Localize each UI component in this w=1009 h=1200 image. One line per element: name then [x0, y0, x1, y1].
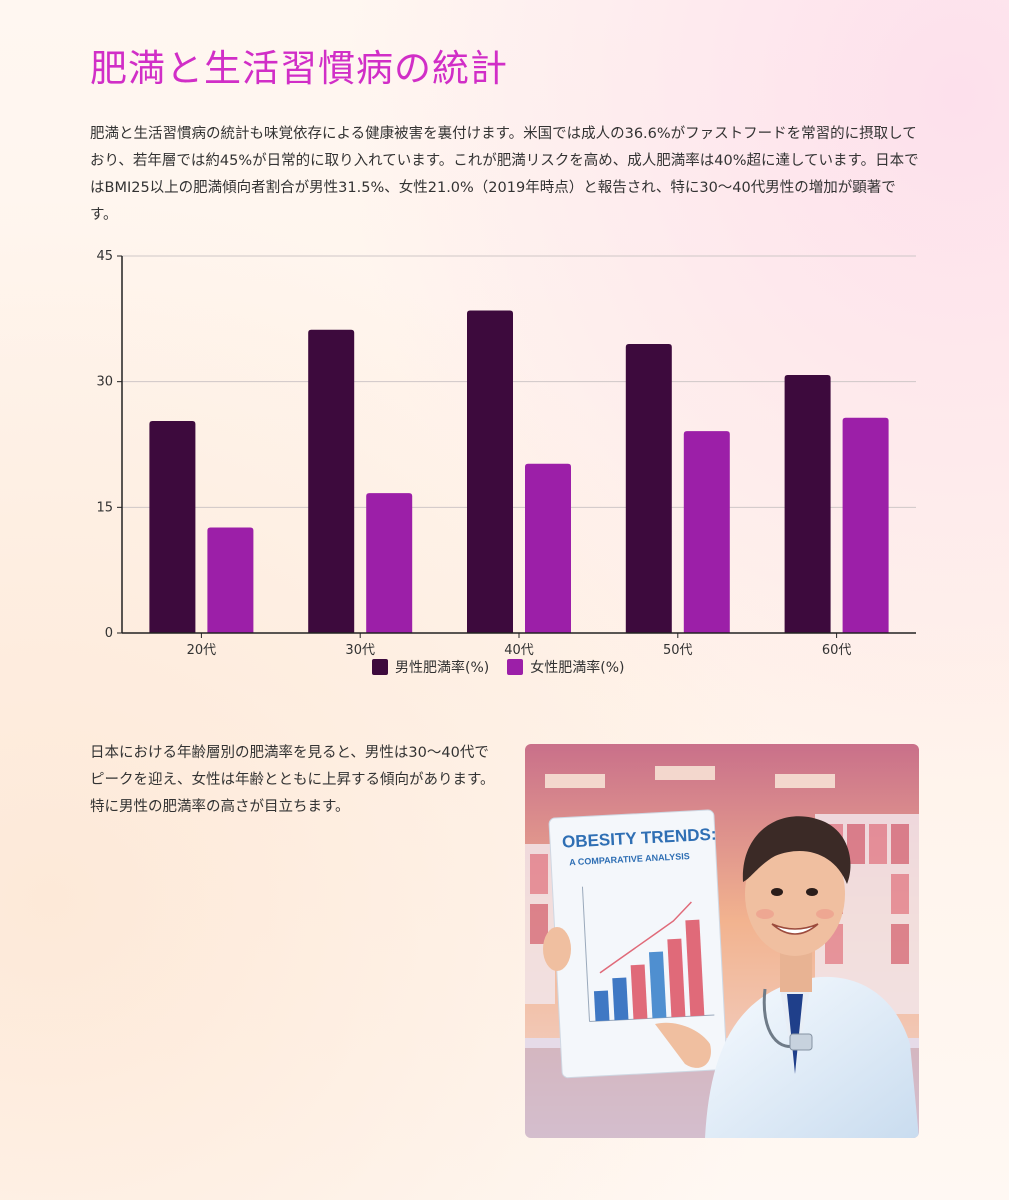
y-tick-label: 30	[96, 375, 113, 390]
legend-label-male: 男性肥満率(%)	[395, 660, 490, 676]
bar-female	[683, 431, 730, 633]
note-paragraph: 日本における年齢層別の肥満率を見ると、男性は30〜40代でピークを迎え、女性は年…	[90, 745, 495, 815]
board-bar	[630, 964, 648, 1020]
board-bar	[667, 938, 686, 1018]
board-bar	[612, 977, 629, 1021]
obesity-bar-chart: 0 15 30 45 20代 30代 40代 50代 60代	[96, 249, 916, 658]
x-tick-label: 20代	[187, 643, 217, 658]
bar-male	[784, 374, 831, 633]
bar-male	[625, 343, 672, 633]
chart-legend: 男性肥満率(%) 女性肥満率(%)	[372, 656, 642, 678]
board-bar	[593, 990, 610, 1022]
bar-female	[525, 463, 571, 633]
board-bar	[685, 919, 705, 1017]
legend-swatch-female	[507, 659, 524, 675]
bar-male	[308, 329, 355, 633]
x-tick-label: 30代	[345, 643, 375, 658]
bar-male	[467, 310, 513, 633]
bar-male	[149, 421, 196, 633]
board-trend-line	[599, 901, 692, 974]
x-tick-label: 60代	[822, 643, 852, 658]
y-tick-label: 45	[96, 249, 113, 264]
legend-label-female: 女性肥満率(%)	[530, 660, 625, 676]
page-title: 肥満と生活習慣病の統計	[90, 47, 508, 90]
board-bar	[648, 951, 667, 1019]
legend-swatch-male	[372, 659, 388, 675]
intro-paragraph: 肥満と生活習慣病の統計も味覚依存による健康被害を裏付けます。米国では成人の36.…	[90, 126, 919, 223]
x-tick-label: 50代	[663, 643, 693, 658]
legend-item-female: 女性肥満率(%)	[507, 657, 624, 677]
bar-female	[207, 527, 254, 633]
x-tick-label: 40代	[504, 643, 534, 658]
bar-female	[842, 417, 889, 633]
bar-female	[366, 493, 413, 633]
doctor-illustration: OBESITY TRENDS: A COMPARATIVE ANALYSIS	[525, 744, 919, 1138]
y-tick-label: 15	[96, 500, 113, 515]
legend-item-male: 男性肥満率(%)	[372, 657, 489, 677]
y-tick-label: 0	[105, 626, 113, 641]
